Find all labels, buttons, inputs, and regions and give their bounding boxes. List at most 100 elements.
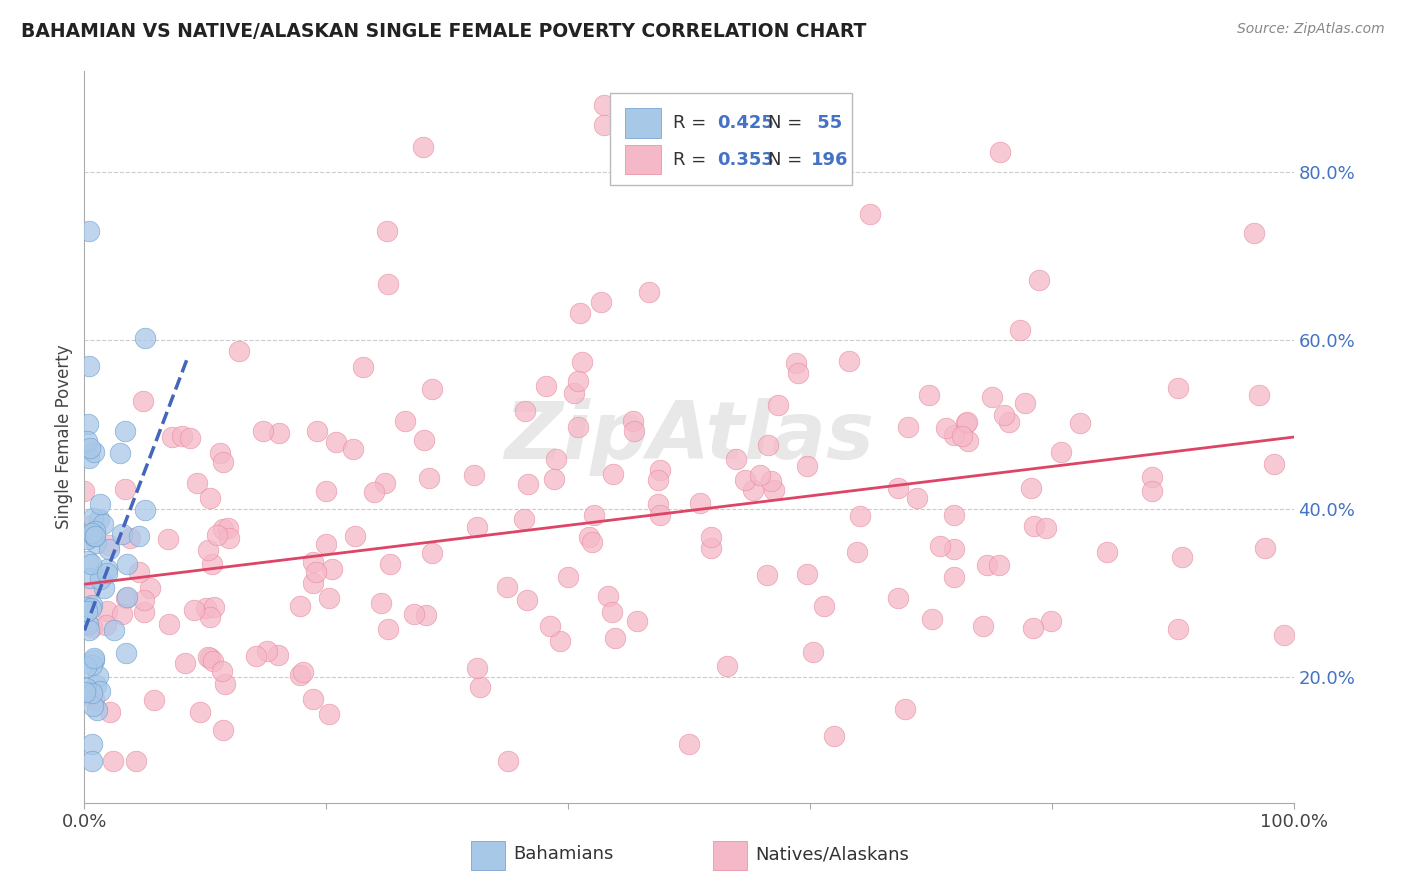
- Y-axis label: Single Female Poverty: Single Female Poverty: [55, 345, 73, 529]
- Point: [998, 415, 1021, 429]
- Point: [111, 527, 134, 541]
- Point: [1022, 621, 1045, 635]
- Point: [921, 612, 943, 626]
- Point: [517, 477, 540, 491]
- Point: [200, 491, 222, 506]
- Point: [1171, 550, 1194, 565]
- Point: [846, 545, 869, 559]
- Point: [96, 604, 118, 618]
- Point: [134, 331, 156, 345]
- Point: [212, 455, 235, 469]
- Point: [942, 541, 965, 556]
- Point: [118, 531, 141, 545]
- Point: [305, 424, 328, 438]
- Point: [139, 581, 162, 595]
- Point: [724, 451, 747, 466]
- Point: [77, 417, 100, 432]
- Point: [756, 568, 779, 582]
- Point: [582, 508, 605, 522]
- Point: [80, 657, 103, 672]
- Point: [378, 558, 401, 572]
- Point: [305, 565, 328, 579]
- Point: [1050, 445, 1073, 459]
- Point: [623, 425, 645, 439]
- Point: [374, 476, 396, 491]
- Point: [956, 415, 979, 429]
- Point: [89, 512, 111, 526]
- Point: [420, 382, 443, 396]
- Point: [96, 562, 118, 576]
- Point: [245, 648, 267, 663]
- Point: [288, 668, 311, 682]
- Point: [80, 600, 103, 615]
- Point: [131, 393, 153, 408]
- Point: [86, 668, 108, 682]
- Point: [82, 686, 104, 700]
- Point: [375, 224, 398, 238]
- Point: [420, 545, 443, 559]
- Point: [1014, 396, 1036, 410]
- Point: [1022, 518, 1045, 533]
- Point: [887, 482, 910, 496]
- Point: [157, 532, 180, 546]
- Point: [463, 467, 485, 482]
- Point: [160, 430, 183, 444]
- Point: [205, 528, 228, 542]
- Point: [887, 591, 910, 605]
- Point: [134, 592, 156, 607]
- Point: [86, 678, 108, 692]
- Point: [197, 543, 219, 558]
- Text: Source: ZipAtlas.com: Source: ZipAtlas.com: [1237, 22, 1385, 37]
- Point: [593, 98, 616, 112]
- Point: [987, 558, 1010, 572]
- Point: [79, 571, 101, 585]
- Point: [115, 590, 138, 604]
- Point: [83, 529, 105, 543]
- Point: [935, 421, 957, 435]
- Point: [465, 661, 488, 675]
- Point: [734, 473, 756, 487]
- Point: [288, 599, 311, 613]
- Point: [689, 495, 711, 509]
- Bar: [471, 841, 505, 870]
- Point: [321, 561, 343, 575]
- Text: N =: N =: [768, 151, 807, 169]
- Point: [82, 598, 104, 612]
- Point: [928, 539, 950, 553]
- Point: [170, 429, 193, 443]
- Point: [569, 306, 592, 320]
- Point: [702, 165, 724, 179]
- Point: [956, 434, 979, 448]
- Point: [418, 471, 440, 485]
- Point: [859, 207, 882, 221]
- Point: [315, 483, 337, 498]
- Point: [370, 596, 392, 610]
- Point: [1243, 226, 1265, 240]
- Point: [796, 459, 818, 474]
- Point: [84, 536, 107, 550]
- Point: [114, 483, 136, 497]
- Point: [1140, 483, 1163, 498]
- Text: 55: 55: [811, 114, 842, 132]
- Text: ZipAtlas: ZipAtlas: [503, 398, 875, 476]
- Point: [80, 558, 103, 572]
- Text: N =: N =: [768, 114, 807, 132]
- Point: [567, 419, 589, 434]
- FancyBboxPatch shape: [610, 94, 852, 185]
- Point: [76, 589, 98, 603]
- Point: [179, 431, 201, 445]
- Point: [75, 599, 97, 614]
- Text: 196: 196: [811, 151, 849, 169]
- Point: [787, 366, 810, 380]
- Point: [571, 355, 593, 369]
- Point: [89, 572, 111, 586]
- Point: [89, 497, 111, 511]
- Point: [952, 429, 974, 443]
- Point: [748, 467, 770, 482]
- Point: [1249, 388, 1271, 402]
- Point: [188, 706, 211, 720]
- Point: [134, 503, 156, 517]
- Point: [516, 593, 538, 607]
- Point: [581, 534, 603, 549]
- Point: [208, 445, 231, 459]
